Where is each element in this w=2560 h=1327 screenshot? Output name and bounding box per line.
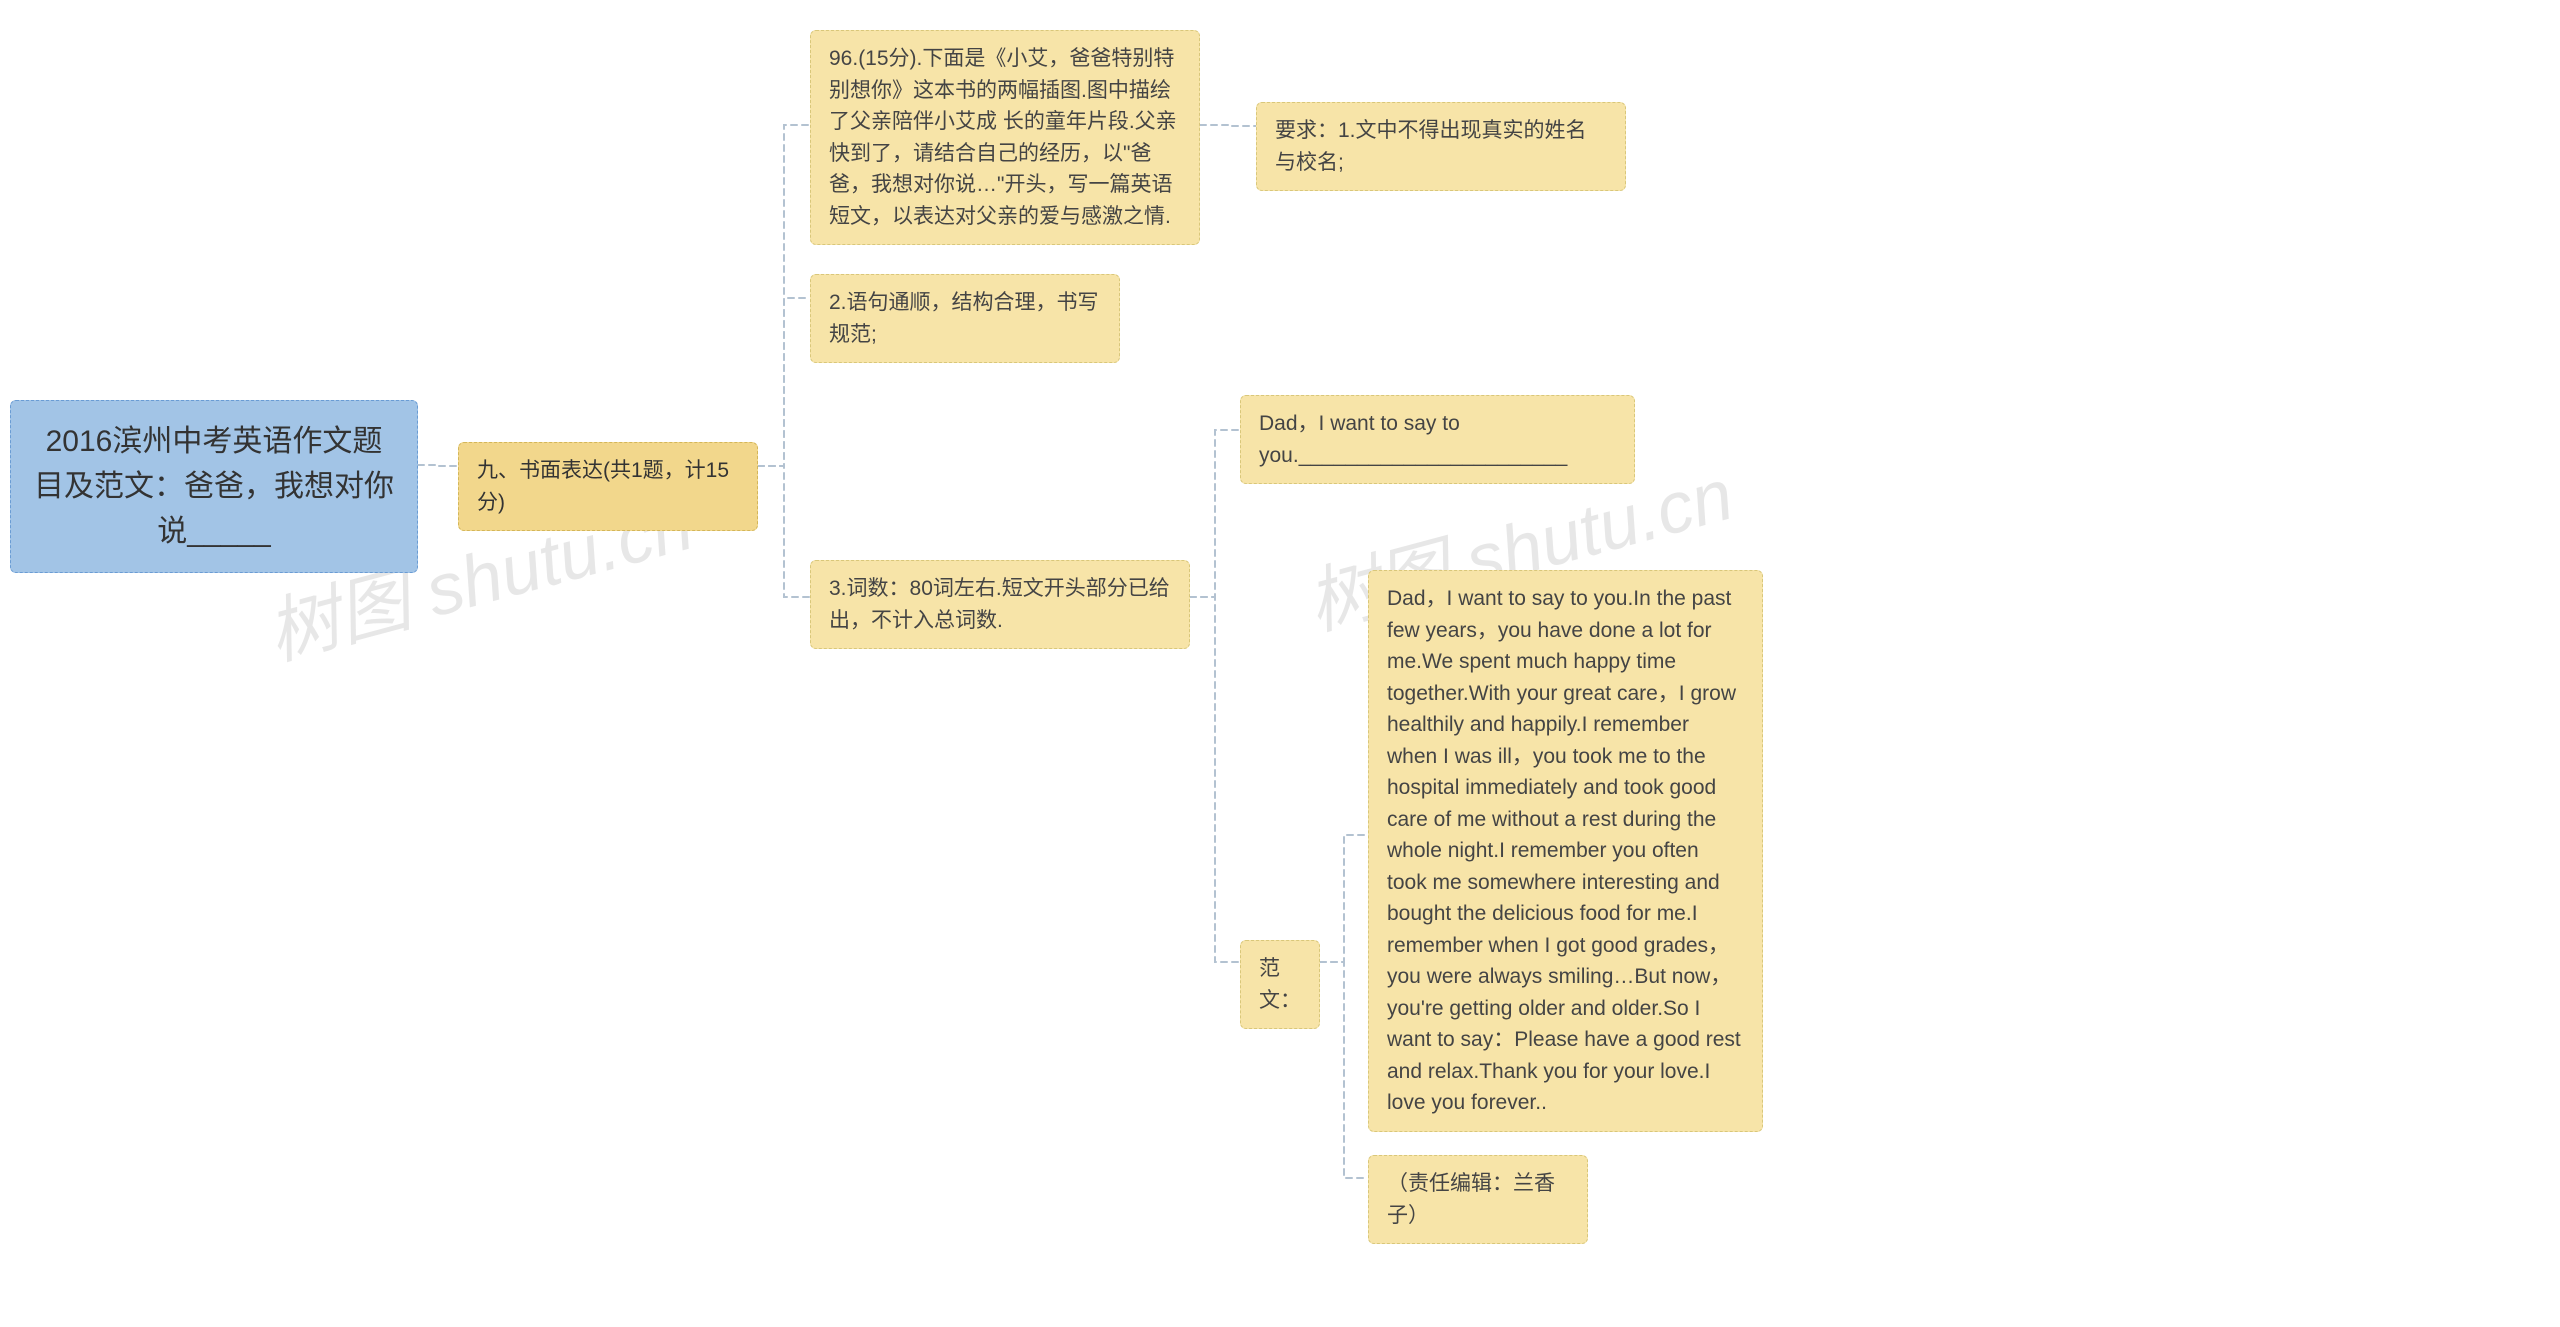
level2-node-1: 2.语句通顺，结构合理，书写规范; [810,274,1120,363]
level2-text-2: 3.词数：80词左右.短文开头部分已给出，不计入总词数. [829,577,1170,632]
level4-text-1: （责任编辑：兰香子） [1387,1172,1555,1227]
level2-text-0: 96.(15分).下面是《小艾，爸爸特别特别想你》这本书的两幅插图.图中描绘了父… [829,47,1177,228]
level4-node-0: Dad，I want to say to you.In the past few… [1368,570,1763,1132]
connector-lines [0,0,2560,1327]
level2-text-1: 2.语句通顺，结构合理，书写规范; [829,291,1099,346]
level1-text: 九、书面表达(共1题，计15分) [477,459,729,514]
level2-node-2: 3.词数：80词左右.短文开头部分已给出，不计入总词数. [810,560,1190,649]
level3-node-1: Dad，I want to say to you._______________… [1240,395,1635,484]
level3-node-0: 要求：1.文中不得出现真实的姓名与校名; [1256,102,1626,191]
mindmap-root: 2016滨州中考英语作文题目及范文：爸爸，我想对你说_____ [10,400,418,573]
level4-text-0: Dad，I want to say to you.In the past few… [1387,587,1741,1114]
level1-node: 九、书面表达(共1题，计15分) [458,442,758,531]
level3-text-0: 要求：1.文中不得出现真实的姓名与校名; [1275,119,1587,174]
level3-text-1: Dad，I want to say to you._______________… [1259,412,1567,467]
level3-text-2: 范文： [1259,957,1301,1012]
level3-node-2: 范文： [1240,940,1320,1029]
level2-node-0: 96.(15分).下面是《小艾，爸爸特别特别想你》这本书的两幅插图.图中描绘了父… [810,30,1200,245]
root-text: 2016滨州中考英语作文题目及范文：爸爸，我想对你说_____ [34,425,394,548]
level4-node-1: （责任编辑：兰香子） [1368,1155,1588,1244]
